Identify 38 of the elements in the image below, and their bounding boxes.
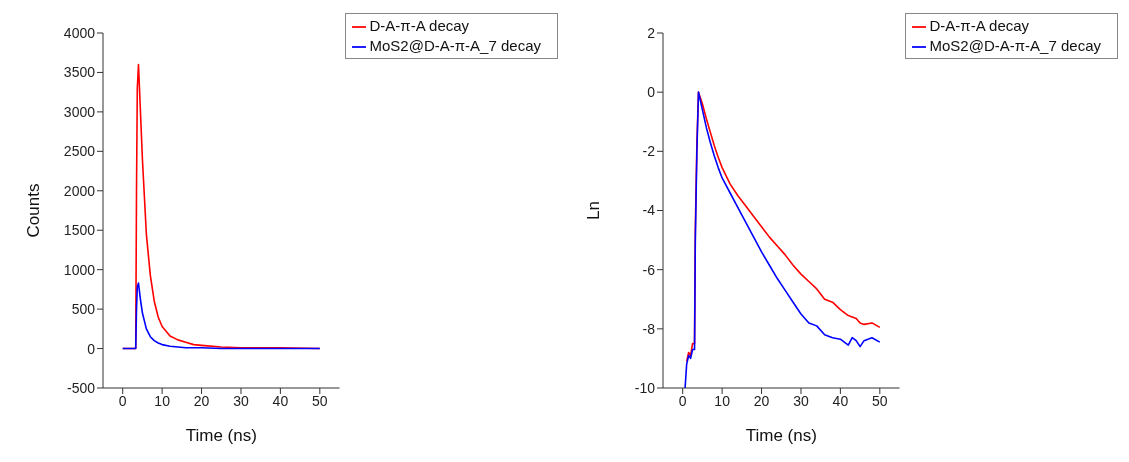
legend-label: D-A-π-A decay	[929, 17, 1030, 34]
x-tick-label: 50	[872, 392, 888, 409]
x-tick-label: 20	[753, 392, 770, 409]
y-tick-label: 2000	[63, 182, 96, 199]
x-tick-label: 0	[678, 392, 687, 409]
x-tick-label: 40	[832, 392, 849, 409]
y-tick-label: 0	[647, 84, 656, 101]
y-tick-label: -8	[642, 320, 656, 337]
y-tick-label: 3000	[63, 103, 96, 120]
y-tick-label: 500	[71, 301, 96, 318]
y-tick-label: 0	[87, 340, 96, 357]
y-tick-label: 2500	[63, 143, 96, 160]
y-tick-label: 4000	[63, 24, 96, 41]
y-tick-label: -6	[642, 261, 656, 278]
y-tick-label: -2	[642, 143, 656, 160]
y-tick-label: 1000	[63, 261, 96, 278]
legend-label: MoS2@D-A-π-A_7 decay	[929, 37, 1101, 54]
x-tick-label: 30	[793, 392, 809, 409]
x-tick-label: 50	[312, 392, 328, 409]
legend-label: MoS2@D-A-π-A_7 decay	[369, 37, 541, 54]
x-axis-title: Time (ns)	[185, 426, 257, 445]
y-tick-label: -4	[642, 202, 656, 219]
y-tick-label: 2	[647, 24, 656, 41]
x-tick-label: 20	[193, 392, 210, 409]
y-tick-label: 3500	[63, 64, 96, 81]
y-tick-label: -500	[66, 379, 96, 396]
x-tick-label: 10	[154, 392, 171, 409]
x-tick-label: 40	[272, 392, 289, 409]
x-tick-label: 30	[233, 392, 249, 409]
legend-label: D-A-π-A decay	[369, 17, 470, 34]
y-tick-label: -10	[634, 379, 656, 396]
x-tick-label: 0	[118, 392, 127, 409]
x-axis-title: Time (ns)	[745, 426, 817, 445]
x-tick-label: 10	[714, 392, 731, 409]
y-axis-title: Counts	[24, 183, 44, 238]
y-axis-title: Ln	[584, 201, 604, 220]
y-tick-label: 1500	[63, 222, 96, 239]
line-series	[121, 282, 321, 350]
